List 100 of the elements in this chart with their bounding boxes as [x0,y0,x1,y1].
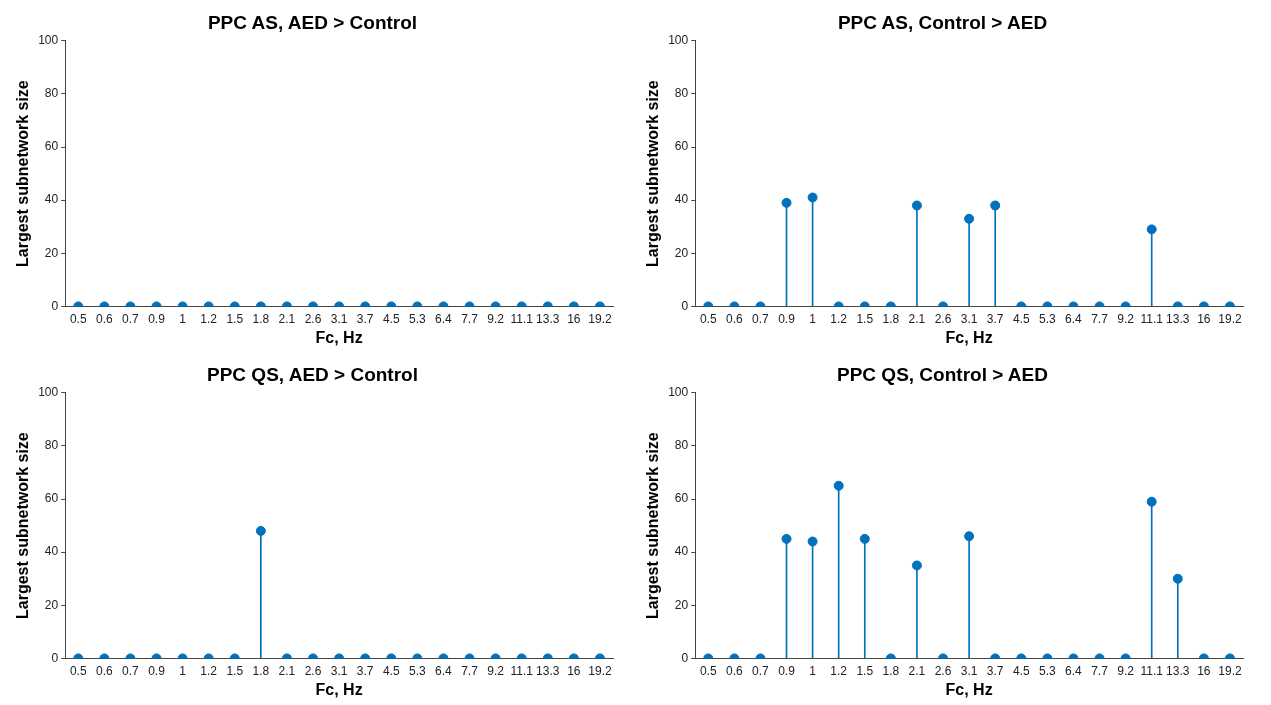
y-tick-label: 20 [44,597,59,612]
x-tick-label: 19.2 [588,663,612,678]
x-tick-label: 2.6 [304,663,322,678]
x-tick-label: 0.9 [778,311,796,326]
point [964,213,975,224]
x-tick-label: 2.1 [908,663,926,678]
x-tick-label: 0.5 [699,663,717,678]
y-tick-label: 20 [674,597,689,612]
x-tick-label: 16 [567,663,581,678]
x-axis-title: Fc, Hz [945,328,993,346]
x-tick-label: 7.7 [461,663,479,678]
chart-title: PPC AS, Control > AED [837,11,1048,33]
x-tick-label: 1 [179,311,187,326]
x-tick-label: 0.9 [778,663,796,678]
chart-title: PPC QS, Control > AED [837,363,1048,385]
x-tick-label: 1 [809,311,817,326]
x-tick-label: 19.2 [1218,311,1242,326]
x-tick-label: 11.1 [1140,311,1164,326]
x-tick-label: 5.3 [1039,311,1057,326]
x-tick-label: 9.2 [1117,663,1135,678]
x-tick-label: 1.8 [252,311,270,326]
point [833,480,844,491]
y-tick-label: 60 [674,139,689,154]
x-tick-label: 0.9 [148,663,166,678]
x-tick-label: 1 [179,663,187,678]
x-tick-label: 7.7 [461,311,479,326]
x-tick-label: 0.5 [69,311,87,326]
x-tick-label: 7.7 [1091,663,1109,678]
x-tick-label: 3.1 [330,311,348,326]
x-tick-label: 1 [809,663,817,678]
x-tick-label: 4.5 [1012,663,1030,678]
point [1146,224,1157,235]
y-tick-label: 100 [38,33,59,48]
y-tick-label: 60 [44,491,59,506]
x-tick-label: 1.2 [830,311,848,326]
x-tick-label: 9.2 [487,663,505,678]
x-tick-label: 3.1 [960,663,978,678]
y-tick-label: 0 [51,650,59,665]
x-tick-label: 13.3 [536,311,560,326]
x-tick-label: 3.7 [356,311,374,326]
x-tick-label: 2.1 [278,311,296,326]
x-tick-label: 6.4 [1065,663,1083,678]
x-tick-label: 2.6 [934,311,952,326]
x-axis-title: Fc, Hz [315,680,363,698]
chart-title: PPC AS, AED > Control [207,11,418,33]
y-tick-label: 100 [668,33,689,48]
x-tick-label: 2.6 [304,311,322,326]
x-tick-label: 13.3 [536,663,560,678]
x-tick-label: 1.5 [226,663,244,678]
x-tick-label: 7.7 [1091,311,1109,326]
x-tick-label: 1.5 [856,311,874,326]
y-tick-label: 0 [51,298,59,313]
x-tick-label: 16 [1197,663,1211,678]
point [781,197,792,208]
y-tick-label: 40 [44,192,59,207]
x-tick-label: 3.7 [986,663,1004,678]
point [911,200,922,211]
y-axis-title: Largest subnetwork size [14,432,32,619]
x-tick-label: 1.8 [252,663,270,678]
y-tick-label: 80 [674,86,689,101]
x-tick-label: 6.4 [1065,311,1083,326]
x-tick-label: 0.7 [752,311,770,326]
x-axis-title: Fc, Hz [315,328,363,346]
x-tick-label: 0.6 [96,663,114,678]
y-axis-title: Largest subnetwork size [644,432,662,619]
x-tick-label: 11.1 [510,663,534,678]
x-tick-label: 5.3 [409,663,427,678]
x-tick-label: 4.5 [1012,311,1030,326]
point [859,533,870,544]
x-tick-label: 11.1 [1140,663,1164,678]
y-tick-label: 80 [44,438,59,453]
x-tick-label: 13.3 [1166,663,1190,678]
x-tick-label: 19.2 [588,311,612,326]
y-tick-label: 100 [668,385,689,400]
x-tick-label: 16 [1197,311,1211,326]
x-tick-label: 4.5 [382,663,400,678]
point [911,560,922,571]
x-tick-label: 5.3 [409,311,427,326]
x-tick-label: 5.3 [1039,663,1057,678]
x-tick-label: 4.5 [382,311,400,326]
x-tick-label: 3.1 [960,311,978,326]
x-tick-label: 16 [567,311,581,326]
x-tick-label: 1.8 [882,663,900,678]
point [990,200,1001,211]
point [1146,496,1157,507]
y-axis-title: Largest subnetwork size [14,80,32,267]
x-tick-label: 0.5 [699,311,717,326]
y-tick-label: 0 [681,650,689,665]
x-tick-label: 0.6 [726,311,744,326]
point [1172,573,1183,584]
x-tick-label: 2.6 [934,663,952,678]
x-tick-label: 0.6 [726,663,744,678]
x-tick-label: 11.1 [510,311,534,326]
x-tick-label: 1.8 [882,311,900,326]
point [807,536,818,547]
y-tick-label: 60 [674,491,689,506]
x-tick-label: 2.1 [908,311,926,326]
y-tick-label: 20 [44,245,59,260]
x-tick-label: 9.2 [1117,311,1135,326]
point [781,533,792,544]
